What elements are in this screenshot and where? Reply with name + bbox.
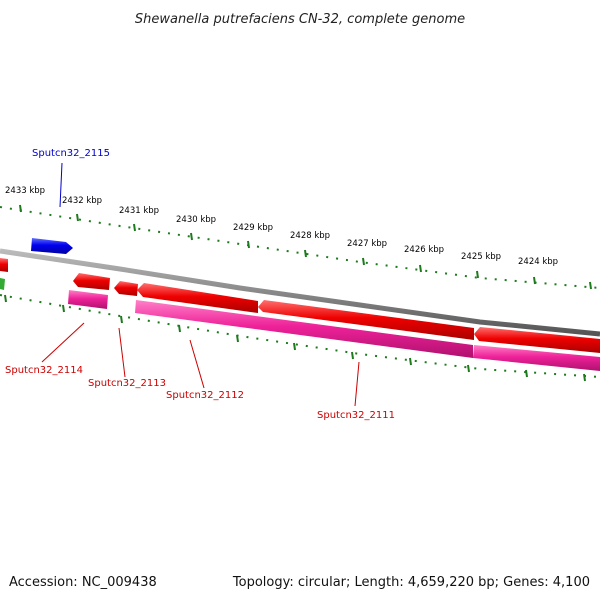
major-tick (120, 315, 123, 324)
kbp-label: 2429 kbp (233, 223, 273, 233)
major-tick (467, 364, 470, 373)
major-tick (533, 276, 536, 285)
kbp-label: 2426 kbp (404, 245, 444, 255)
major-tick (62, 304, 65, 313)
major-tick (19, 204, 22, 213)
gene-label-leader (59, 162, 63, 208)
gene-sputcn32-2115[interactable]: Sputcn32_2115 (31, 148, 110, 254)
kbp-label: 2424 kbp (518, 257, 558, 267)
major-tick (351, 351, 354, 360)
outer-tick-ring (0, 204, 600, 290)
major-tick (525, 369, 528, 378)
kbp-label: 2430 kbp (176, 215, 216, 225)
major-tick (476, 270, 479, 279)
reverse-cds-sputcn32-2113[interactable] (114, 281, 138, 296)
inner-tick-ring (0, 294, 600, 382)
gene-label: Sputcn32_2115 (32, 148, 110, 159)
reverse-cds-sputcn32-2114[interactable] (73, 273, 110, 290)
gene-label[interactable]: Sputcn32_2111 (317, 410, 395, 421)
major-tick (304, 249, 307, 258)
reverse-cds-track (73, 273, 600, 353)
partial-reverse-cds[interactable] (0, 258, 8, 272)
kbp-label: 2433 kbp (5, 186, 45, 196)
gene-label[interactable]: Sputcn32_2113 (88, 378, 166, 389)
major-tick (76, 213, 79, 222)
major-tick (293, 342, 296, 351)
feature-next[interactable] (473, 345, 600, 371)
feature-sputcn32-2112[interactable] (135, 300, 473, 358)
major-tick (4, 294, 7, 303)
partial-green-feature (0, 278, 5, 290)
gene-label[interactable]: Sputcn32_2112 (166, 390, 244, 401)
gene-label-leader (41, 322, 85, 363)
kbp-label: 2431 kbp (119, 206, 159, 216)
accession-text: Accession: NC_009438 (9, 575, 157, 590)
major-tick (409, 357, 412, 366)
map-title: Shewanella putrefaciens CN-32, complete … (135, 12, 465, 27)
major-tick (589, 281, 592, 290)
feature-sputcn32-2114[interactable] (68, 290, 108, 309)
forward-cds-arrow[interactable] (31, 238, 73, 254)
major-tick (247, 240, 250, 249)
inner-tick-dots (0, 294, 600, 378)
ruler-labels: 2433 kbp 2432 kbp 2431 kbp 2430 kbp 2429… (5, 186, 558, 267)
gene-label-leader (118, 327, 126, 378)
feature-track (68, 290, 600, 371)
genome-summary-text: Topology: circular; Length: 4,659,220 bp… (232, 575, 590, 590)
major-tick (583, 373, 586, 382)
reverse-cds-next[interactable] (474, 327, 600, 353)
outer-tick-dots (0, 206, 600, 289)
reverse-cds-sputcn32-2112[interactable] (137, 283, 258, 313)
gene-label-leader (354, 361, 360, 407)
kbp-label: 2428 kbp (290, 231, 330, 241)
major-tick (236, 334, 239, 343)
kbp-label: 2425 kbp (461, 252, 501, 262)
major-tick (419, 264, 422, 273)
gene-label-leader (189, 339, 205, 389)
major-tick (362, 257, 365, 266)
major-tick (178, 324, 181, 333)
major-tick (190, 232, 193, 241)
reverse-cds-sputcn32-2111a[interactable] (258, 300, 474, 340)
gene-label[interactable]: Sputcn32_2114 (5, 365, 83, 376)
kbp-label: 2432 kbp (62, 196, 102, 206)
genome-backbone (0, 248, 600, 337)
major-tick (133, 223, 136, 232)
kbp-label: 2427 kbp (347, 239, 387, 249)
gene-labels: Sputcn32_2114 Sputcn32_2113 Sputcn32_211… (5, 322, 395, 421)
